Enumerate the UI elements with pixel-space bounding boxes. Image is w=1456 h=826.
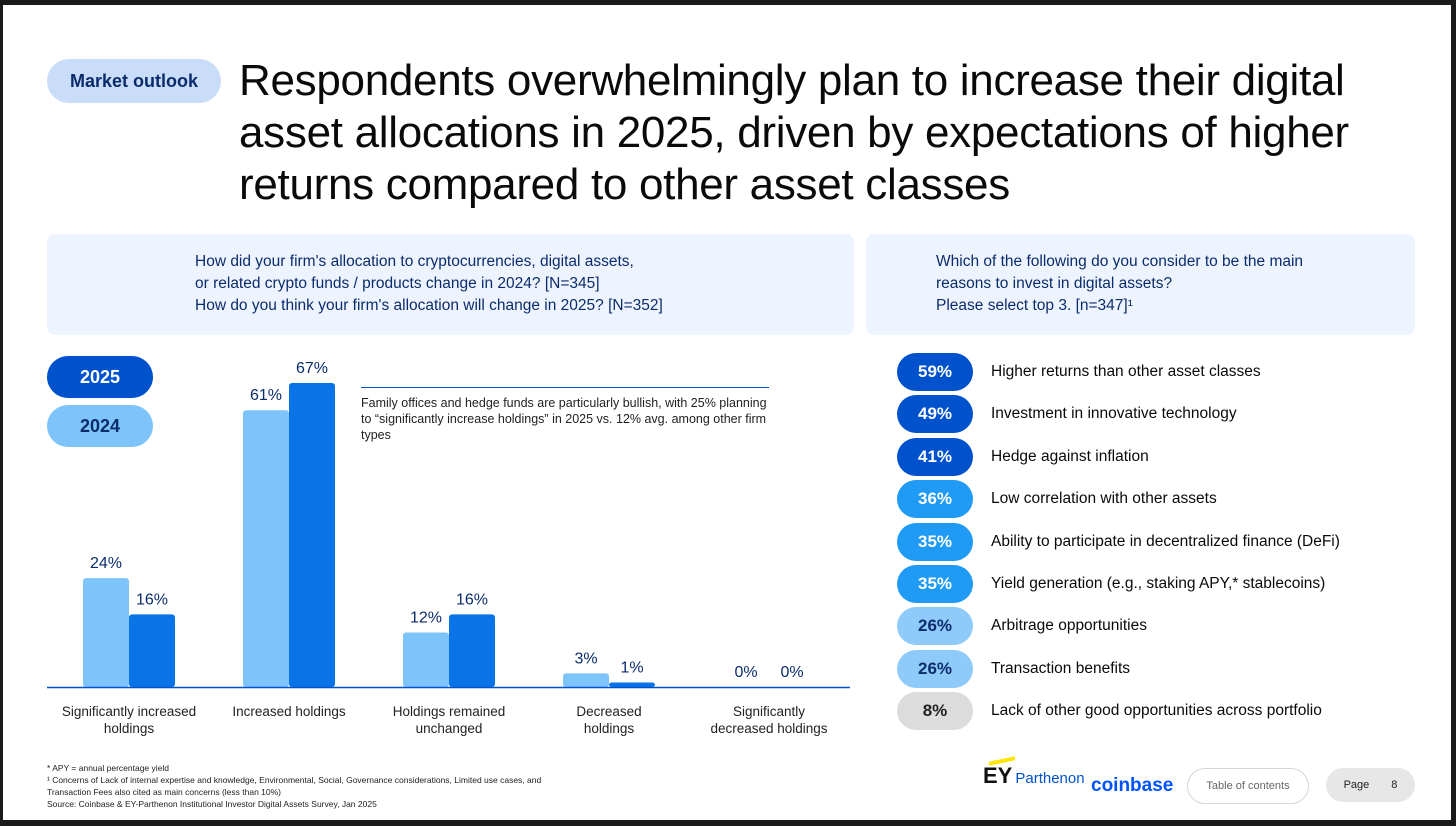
page-title: Respondents overwhelmingly plan to incre… [239, 56, 1349, 209]
category-label-3: Decreased [576, 704, 641, 719]
reason-label: Higher returns than other asset classes [991, 363, 1261, 380]
reason-label: Lack of other good opportunities across … [991, 702, 1322, 720]
data-label-2025-1: 67% [296, 360, 328, 377]
page-label: Page [1343, 779, 1370, 791]
reason-row: 41% Hedge against inflation [897, 437, 1149, 476]
reason-percent-pill: 8% [897, 692, 973, 731]
chart-annotation: Family offices and hedge funds are parti… [361, 387, 769, 443]
source-note: Source: Coinbase & EY-Parthenon Institut… [47, 799, 377, 809]
data-label-2024-0: 24% [90, 555, 122, 572]
reason-percent-pill: 36% [897, 480, 973, 519]
category-label-2: Holdings remained [393, 704, 506, 719]
reasons-question-line: Please select top 3. [n=347]¹ [936, 297, 1133, 314]
footnote: * APY = annual percentage yield [47, 763, 170, 773]
data-label-2024-3: 3% [574, 650, 597, 667]
category-label-1: Increased holdings [232, 704, 346, 719]
footnotes: * APY = annual percentage yield ¹ Concer… [47, 762, 627, 810]
data-label-2025-4: 0% [780, 664, 803, 681]
page-number: 8 [1391, 779, 1398, 791]
reasons-question-box: Which of the following do you consider t… [866, 234, 1415, 335]
bar-2025-3 [609, 682, 655, 687]
reason-label: Investment in innovative technology [991, 405, 1237, 423]
reasons-question-line: Which of the following do you consider t… [936, 253, 1304, 270]
reason-row: 36% Low correlation with other assets [897, 480, 1217, 519]
reason-label: Low correlation with other assets [991, 490, 1217, 508]
bar-2025-2 [449, 614, 495, 687]
bar-2025-1 [289, 383, 335, 687]
reason-percent-pill: 26% [897, 649, 973, 688]
reason-label: Yield generation (e.g., staking APY,* st… [991, 575, 1326, 592]
allocation-question-line: or related crypto funds / products chang… [195, 275, 600, 292]
reason-row: 26% Arbitrage opportunities [897, 607, 1147, 646]
data-label-2024-1: 61% [250, 387, 282, 404]
reason-row: 26% Transaction benefits [897, 649, 1131, 688]
category-label-2: unchanged [416, 721, 483, 736]
reason-row: 49% Investment in innovative technology [897, 395, 1237, 434]
reason-row: 35% Yield generation (e.g., staking APY,*… [897, 565, 1325, 603]
reason-label: Arbitrage opportunities [991, 617, 1147, 635]
ey-logo-text: EY [983, 763, 1013, 788]
table-of-contents-button[interactable]: Table of contents [1187, 768, 1309, 804]
bar-2024-2 [403, 632, 449, 687]
reason-percent-pill: 59% [897, 353, 973, 391]
reason-label: Ability to participate in decentralized … [991, 532, 1340, 550]
reason-percent-pill: 41% [897, 437, 973, 476]
section-badge: Market outlook [47, 59, 221, 103]
data-label-2025-3: 1% [620, 659, 643, 676]
reason-percent-pill: 26% [897, 607, 973, 646]
reason-row: 59% Higher returns than other asset class… [897, 353, 1261, 391]
allocation-question-line: How do you think your firm's allocation … [195, 297, 663, 314]
data-label-2025-2: 16% [456, 591, 488, 608]
footnote: ¹ Concerns of Lack of internal expertise… [47, 775, 542, 785]
legend-2025: 2025 [47, 356, 153, 398]
reason-percent-pill: 35% [897, 522, 973, 561]
reason-row: 35% Ability to participate in decentraliz… [897, 522, 1340, 561]
reason-label: Transaction benefits [991, 659, 1131, 677]
reason-label: Hedge against inflation [991, 447, 1149, 465]
bar-2025-0 [129, 614, 175, 687]
coinbase-logo: coinbase [1091, 775, 1174, 796]
category-label-3: holdings [584, 721, 635, 736]
footnote: Transaction Fees also cited as main conc… [47, 787, 282, 797]
category-label-0: holdings [104, 721, 155, 736]
category-label-4: decreased holdings [710, 721, 827, 736]
allocation-question-line: How did your firm's allocation to crypto… [195, 253, 634, 270]
parthenon-logo-text: Parthenon [1015, 770, 1085, 787]
page-indicator: Page 8 [1326, 768, 1415, 802]
allocation-bar-chart: 24% 16% Significantly increased holdings 61%… [47, 360, 850, 736]
category-label-4: Significantly [733, 704, 805, 719]
data-label-2024-4: 0% [734, 664, 757, 681]
bar-2024-3 [563, 673, 609, 687]
reason-percent-pill: 35% [897, 565, 973, 603]
data-label-2024-2: 12% [410, 610, 442, 627]
data-label-2025-0: 16% [136, 591, 168, 608]
legend-2024: 2024 [47, 405, 153, 447]
bar-2024-1 [243, 410, 289, 687]
category-label-0: Significantly increased [62, 704, 196, 719]
ey-parthenon-logo: EY Parthenon [983, 756, 1085, 789]
reasons-question-line: reasons to invest in digital assets? [936, 275, 1173, 292]
bar-2024-0 [83, 578, 129, 687]
allocation-question-box: How did your firm's allocation to crypto… [47, 234, 854, 335]
slide: Market outlook Respondents overwhelmingl… [3, 5, 1451, 820]
reason-percent-pill: 49% [897, 395, 973, 434]
reason-row: 8% Lack of other good opportunities acros… [897, 692, 1322, 731]
